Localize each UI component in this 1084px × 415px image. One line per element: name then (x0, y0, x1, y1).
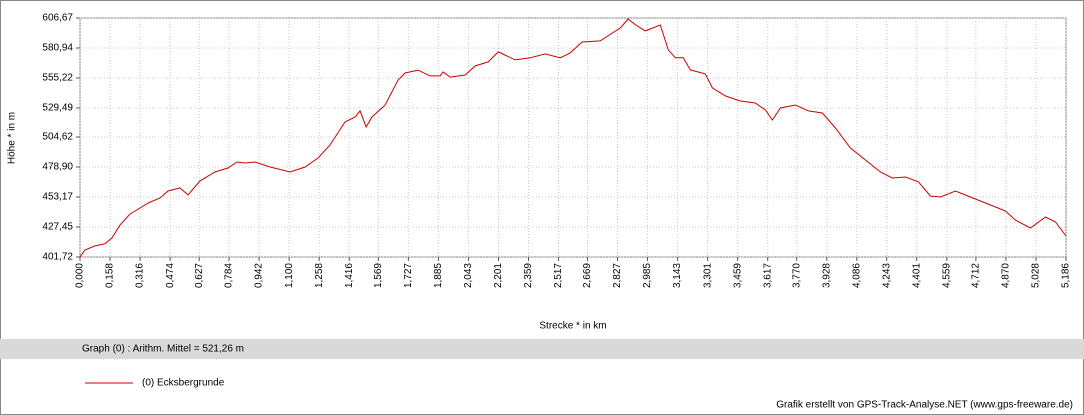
x-tick-label: 2,827 (612, 263, 623, 288)
y-tick-label: 580,94 (42, 43, 73, 54)
x-tick-label: 3,770 (791, 263, 802, 288)
x-tick-label: 3,928 (821, 263, 832, 288)
x-tick-label: 4,401 (911, 263, 922, 288)
x-tick-label: 4,870 (1001, 263, 1012, 288)
y-tick-label: 478,90 (42, 162, 73, 173)
x-tick-label: 0,942 (254, 263, 265, 288)
x-tick-label: 1,727 (403, 263, 414, 288)
legend-label: (0) Ecksbergrunde (142, 378, 225, 389)
x-tick-label: 4,086 (852, 263, 863, 288)
x-tick-label: 2,043 (463, 263, 474, 288)
x-tick-label: 3,617 (762, 263, 773, 288)
y-tick-label: 401,72 (42, 252, 73, 263)
x-tick-label: 2,517 (553, 263, 564, 288)
y-tick-label: 427,45 (42, 222, 73, 233)
elevation-line (79, 18, 1067, 258)
x-tick-label: 2,669 (582, 263, 593, 288)
x-tick-label: 4,243 (881, 263, 892, 288)
y-tick-label: 606,67 (42, 13, 73, 24)
credit: Grafik erstellt von GPS-Track-Analyse.NE… (776, 400, 1073, 411)
x-tick-label: 0,000 (75, 263, 86, 288)
x-tick-label: 3,459 (732, 263, 743, 288)
x-tick-label: 2,985 (642, 263, 653, 288)
y-tick-label: 453,17 (42, 192, 73, 203)
summary: Graph (0) : Arithm. Mittel = 521,26 m (82, 344, 244, 355)
x-tick-label: 0,316 (135, 263, 146, 288)
x-tick-label: 2,201 (493, 263, 504, 288)
x-tick-label: 0,474 (165, 263, 176, 288)
y-tick-label: 529,49 (42, 103, 73, 114)
x-tick-label: 3,301 (702, 263, 713, 288)
x-tick-label: 1,416 (344, 263, 355, 288)
x-tick-label: 4,712 (971, 263, 982, 288)
summary-band (0, 339, 1084, 359)
y-tick-label: 555,22 (42, 73, 73, 84)
x-tick-label: 4,559 (941, 263, 952, 288)
x-tick-label: 1,258 (314, 263, 325, 288)
x-tick-label: 0,158 (105, 263, 116, 288)
x-tick-label: 1,100 (284, 263, 295, 288)
y-axis-label: Höhe * in m (7, 112, 18, 164)
x-tick-label: 5,028 (1031, 263, 1042, 288)
x-tick-label: 2,359 (523, 263, 534, 288)
x-tick-label: 1,885 (433, 263, 444, 288)
x-tick-label: 3,143 (672, 263, 683, 288)
x-axis-label: Strecke * in km (539, 321, 606, 332)
x-tick-label: 0,784 (224, 263, 235, 288)
x-tick-label: 5,186 (1061, 263, 1072, 288)
x-tick-label: 0,627 (194, 263, 205, 288)
y-tick-label: 504,62 (42, 132, 73, 143)
x-tick-label: 1,569 (373, 263, 384, 288)
